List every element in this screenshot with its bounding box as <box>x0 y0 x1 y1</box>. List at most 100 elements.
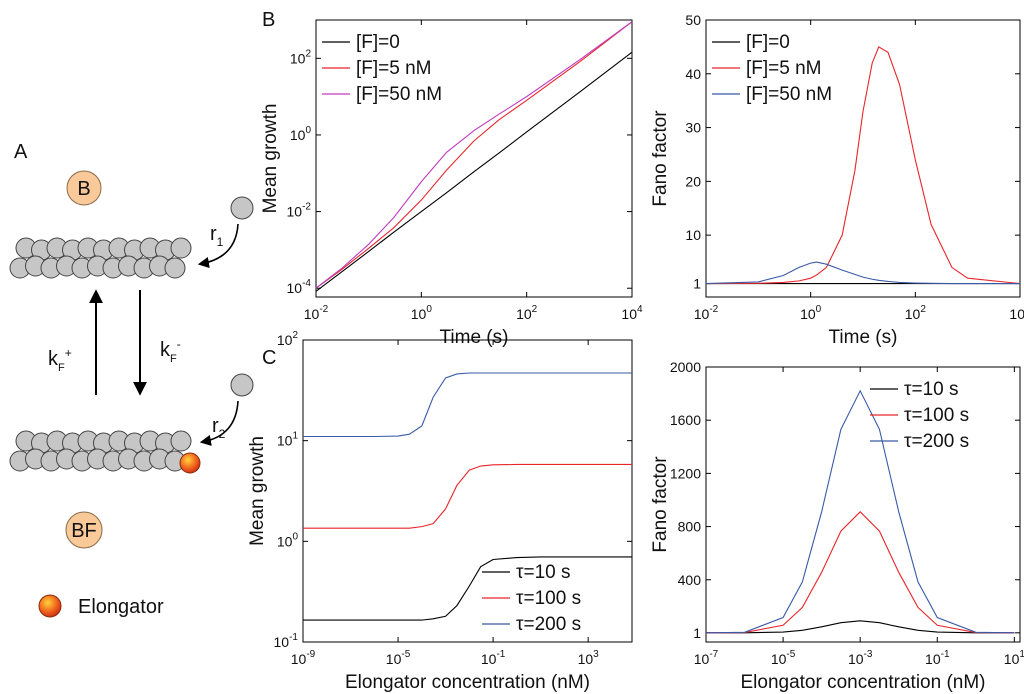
state-label: BF <box>71 520 97 542</box>
rate-text: k <box>160 339 171 361</box>
panel-label: C <box>262 347 276 369</box>
legend-label: τ=200 s <box>516 614 581 635</box>
tick-exp: 1 <box>1019 649 1024 660</box>
rate-sub: 1 <box>217 235 224 249</box>
tick-exp: -1 <box>941 649 950 660</box>
tick-base: 10 <box>386 651 402 667</box>
series-line <box>315 51 633 292</box>
legend-label: [F]=5 nM <box>356 58 432 79</box>
tick-exp: 3 <box>593 649 599 660</box>
tick-exp: -9 <box>306 649 315 660</box>
tick-label: 102 <box>516 304 538 322</box>
monomer <box>170 237 192 259</box>
tick-label: 100 <box>800 304 822 322</box>
x-axis-label: Elongator concentration (nM) <box>740 672 985 693</box>
tick-label: 1 <box>693 625 701 641</box>
series-line <box>315 21 633 289</box>
tick-label: 10-2 <box>304 304 329 322</box>
tick-exp: 2 <box>292 330 298 341</box>
tick-label: 1600 <box>670 412 701 428</box>
tick-label: 103 <box>578 649 600 667</box>
series-line <box>705 261 1020 285</box>
tick-label: 10-2 <box>287 202 312 220</box>
tick-exp: 0 <box>816 304 822 315</box>
series-line <box>705 46 1021 285</box>
tick-label: 10-5 <box>386 649 411 667</box>
legend-label: τ=200 s <box>904 431 969 452</box>
chart: 10-210010210411020304050Time (s)Fano fac… <box>650 12 1024 348</box>
tick-exp: -2 <box>319 304 328 315</box>
elongator-bound <box>179 452 201 474</box>
tick-base: 10 <box>578 651 594 667</box>
plot-frame <box>705 366 1021 643</box>
tick-label: 1 <box>693 276 701 292</box>
tick-label: 50 <box>685 12 701 28</box>
rate-sub: 2 <box>219 427 226 441</box>
tick-base: 10 <box>771 651 787 667</box>
tick-exp: 0 <box>426 304 432 315</box>
legend-label: τ=100 s <box>904 405 969 426</box>
legend-label: Elongator <box>78 596 164 618</box>
legend-label: τ=100 s <box>516 588 581 609</box>
tick-exp: 2 <box>532 304 538 315</box>
tick-label: 20 <box>685 173 701 189</box>
tick-label: 2000 <box>670 359 701 375</box>
tick-base: 10 <box>694 306 710 322</box>
rate-sub: F <box>58 362 65 374</box>
tick-exp: 2 <box>305 48 311 59</box>
arrow <box>199 400 239 446</box>
filament <box>9 430 192 472</box>
y-axis-label: Mean growth <box>260 104 281 214</box>
legend-label: [F]=5 nM <box>746 58 822 79</box>
tick-base: 10 <box>621 306 637 322</box>
tick-base: 10 <box>481 651 497 667</box>
state-label: B <box>77 178 90 200</box>
tick-label: 30 <box>685 120 701 136</box>
tick-label: 102 <box>277 330 299 348</box>
tick-exp: -1 <box>289 632 298 643</box>
tick-label: 10-2 <box>694 304 719 322</box>
tick-label: 10-4 <box>287 278 312 296</box>
rate-label: kF- <box>160 337 181 365</box>
tick-exp: 0 <box>305 125 311 136</box>
tick-label: 10-1 <box>481 649 506 667</box>
tick-label: 100 <box>411 304 433 322</box>
plot-frame <box>705 19 1021 298</box>
tick-base: 10 <box>1004 651 1020 667</box>
tick-base: 10 <box>925 651 941 667</box>
tick-base: 10 <box>287 204 303 220</box>
tick-label: 104 <box>1009 304 1024 322</box>
tick-label: 10-3 <box>848 649 873 667</box>
series-line <box>315 21 633 289</box>
tick-base: 10 <box>411 306 427 322</box>
tick-exp: -4 <box>302 278 311 289</box>
tick-exp: -5 <box>786 649 795 660</box>
tick-base: 10 <box>694 651 710 667</box>
monomer <box>230 196 254 220</box>
plot-frame <box>315 19 633 298</box>
legend-label: [F]=0 <box>746 32 790 53</box>
legend-label: τ=10 s <box>516 562 571 583</box>
tick-exp: 0 <box>292 531 298 542</box>
rate-sup: + <box>65 346 72 360</box>
tick-exp: 1 <box>292 431 298 442</box>
rate-sub: F <box>170 353 177 365</box>
tick-label: 800 <box>678 519 702 535</box>
tick-base: 10 <box>274 634 290 650</box>
series-line <box>303 372 632 438</box>
chart: 10-7 10-5 10-3 10-1 1011400800120016002000El… <box>650 359 1024 693</box>
legend-label: [F]=0 <box>356 32 400 53</box>
monomer <box>230 373 254 397</box>
rate-label: r1 <box>210 223 224 249</box>
tick-base: 10 <box>277 433 293 449</box>
panel-label: A <box>14 141 28 163</box>
series-line <box>705 511 1015 634</box>
tick-label: 10-1 <box>274 632 299 650</box>
monomer <box>164 257 186 279</box>
panel-label: B <box>262 9 275 31</box>
tick-label: 104 <box>621 304 643 322</box>
tick-exp: -3 <box>864 649 873 660</box>
